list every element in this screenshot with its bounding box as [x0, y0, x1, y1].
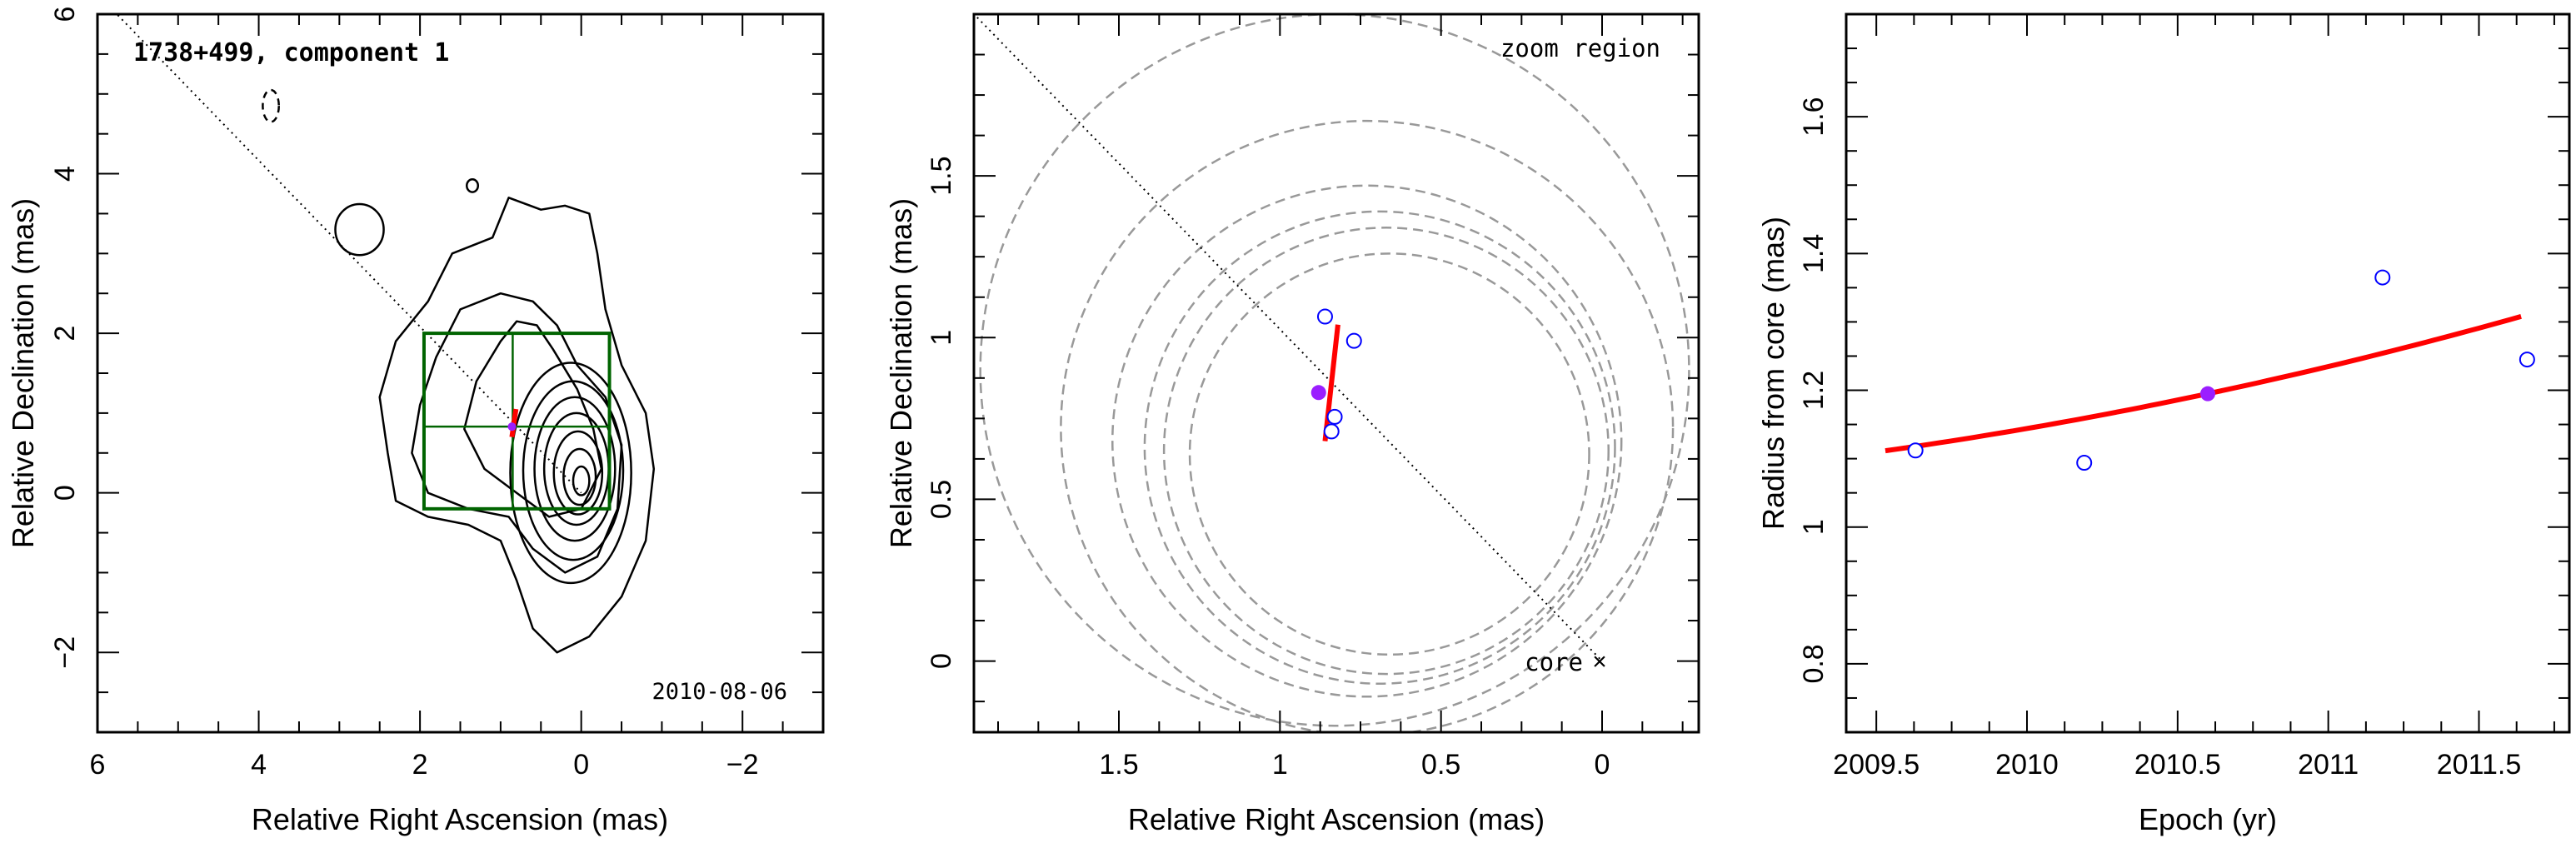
zoom-region-label: zoom region	[1500, 34, 1660, 62]
x-tick-label: −2	[726, 749, 759, 781]
outer-contours	[378, 197, 656, 654]
filled-point	[2200, 386, 2215, 402]
y-tick-label: 1	[926, 330, 957, 346]
axis-ticks: 1.5 1 0.5 0 0 0.5 1 1.5	[926, 13, 1699, 781]
y-tick-label: 6	[49, 7, 81, 22]
contour-line	[463, 320, 603, 518]
fit-curve	[1885, 314, 2522, 454]
x-tick-label: 0	[1595, 749, 1610, 781]
filled-point	[507, 422, 517, 431]
axis-ticks: 6 4 2 0 −2 −2 0 2 4 6	[49, 7, 824, 781]
contour-line	[465, 178, 480, 193]
y-tick-label: 0	[49, 485, 81, 501]
zoom-box	[422, 332, 612, 511]
contour-line	[552, 430, 604, 516]
core-direction-line	[115, 14, 582, 494]
panel-frame	[972, 12, 1700, 734]
y-tick-label: 1.5	[926, 157, 957, 196]
y-tick-label: 4	[49, 166, 81, 182]
y-tick-label: 1.4	[1798, 234, 1830, 273]
y-axis-title: Radius from core (mas)	[1756, 217, 1790, 530]
beam-circles	[979, 14, 1690, 732]
y-tick-label: 1.6	[1798, 97, 1830, 137]
x-tick-label: 0.5	[1421, 749, 1460, 781]
x-tick-label: 2	[412, 749, 428, 781]
beam-circle	[1060, 119, 1675, 732]
x-axis-title: Relative Right Ascension (mas)	[252, 802, 668, 836]
beam-circle	[1111, 184, 1623, 698]
component-track	[1322, 324, 1340, 441]
contour-line	[411, 292, 623, 574]
x-tick-label: 2009.5	[1833, 749, 1920, 781]
x-tick-label: 4	[251, 749, 267, 781]
core-marker: ×	[1592, 648, 1607, 676]
core-contours	[509, 362, 632, 585]
panel-title: 1738+499, component 1	[133, 38, 449, 67]
open-point	[2076, 455, 2093, 471]
panel-frame	[1845, 12, 2571, 734]
x-tick-label: 1	[1272, 749, 1288, 781]
open-point	[1907, 442, 1924, 459]
core-direction-line	[976, 17, 1603, 662]
x-axis-title: Relative Right Ascension (mas)	[1128, 802, 1545, 836]
y-axis-title: Relative Declination (mas)	[884, 198, 918, 548]
isolated-contours	[262, 88, 480, 257]
core-label: core	[1525, 648, 1583, 676]
open-point	[1345, 332, 1362, 349]
x-tick-label: 6	[90, 749, 106, 781]
component-positions	[1310, 308, 1362, 440]
y-tick-label: 0.5	[926, 480, 957, 519]
x-tick-label: 1.5	[1099, 749, 1138, 781]
panel-zoom-region: 1.5 1 0.5 0 0 0.5 1 1.5 zoom region core × Rela…	[884, 12, 1700, 836]
date-label: 2010-08-06	[651, 679, 787, 705]
x-tick-label: 2011.5	[2437, 749, 2521, 781]
x-axis-title: Epoch (yr)	[2139, 802, 2277, 836]
y-tick-label: 2	[49, 326, 81, 342]
panel-contour-map: 6 4 2 0 −2 −2 0 2 4 6 1738+499, component 1 2010-…	[6, 7, 825, 836]
x-tick-label: 2011	[2298, 749, 2359, 781]
y-axis-title: Relative Declination (mas)	[6, 198, 40, 548]
contour-line	[378, 197, 656, 654]
open-point	[1326, 408, 1343, 425]
open-point	[1316, 308, 1333, 325]
x-tick-label: 2010.5	[2134, 749, 2221, 781]
component-position	[507, 422, 517, 431]
radius-points	[1907, 269, 2535, 471]
y-tick-label: −2	[49, 636, 81, 669]
y-tick-label: 1.2	[1798, 371, 1830, 410]
contour-line	[334, 202, 385, 257]
beam-circle	[1188, 252, 1590, 656]
filled-point	[1310, 385, 1326, 401]
contour-line	[572, 465, 591, 496]
y-tick-label: 1	[1798, 519, 1830, 535]
y-tick-label: 0.8	[1798, 644, 1830, 683]
panel-radius-vs-epoch: 2009.5 2010 2010.5 2011 2011.50.811.21.41.6 …	[1756, 12, 2571, 836]
axis-ticks: 2009.5 2010 2010.5 2011 2011.5 0.8 1 1.2 1.4 1.6	[1798, 13, 2569, 781]
x-tick-label: 0	[573, 749, 589, 781]
contour-line	[522, 380, 625, 561]
contour-line	[262, 88, 281, 123]
panel-frame	[96, 12, 825, 734]
contour-line	[509, 362, 632, 585]
contour-line	[562, 447, 597, 506]
y-tick-label: 0	[926, 653, 957, 669]
open-point	[1323, 423, 1340, 440]
beam-circle	[1162, 227, 1610, 676]
x-tick-label: 2010	[1995, 749, 2059, 781]
beam-circle	[979, 14, 1690, 727]
open-point	[2374, 269, 2391, 286]
open-point	[2519, 352, 2535, 368]
contour-line	[533, 396, 617, 542]
beam-circle	[1143, 210, 1616, 686]
